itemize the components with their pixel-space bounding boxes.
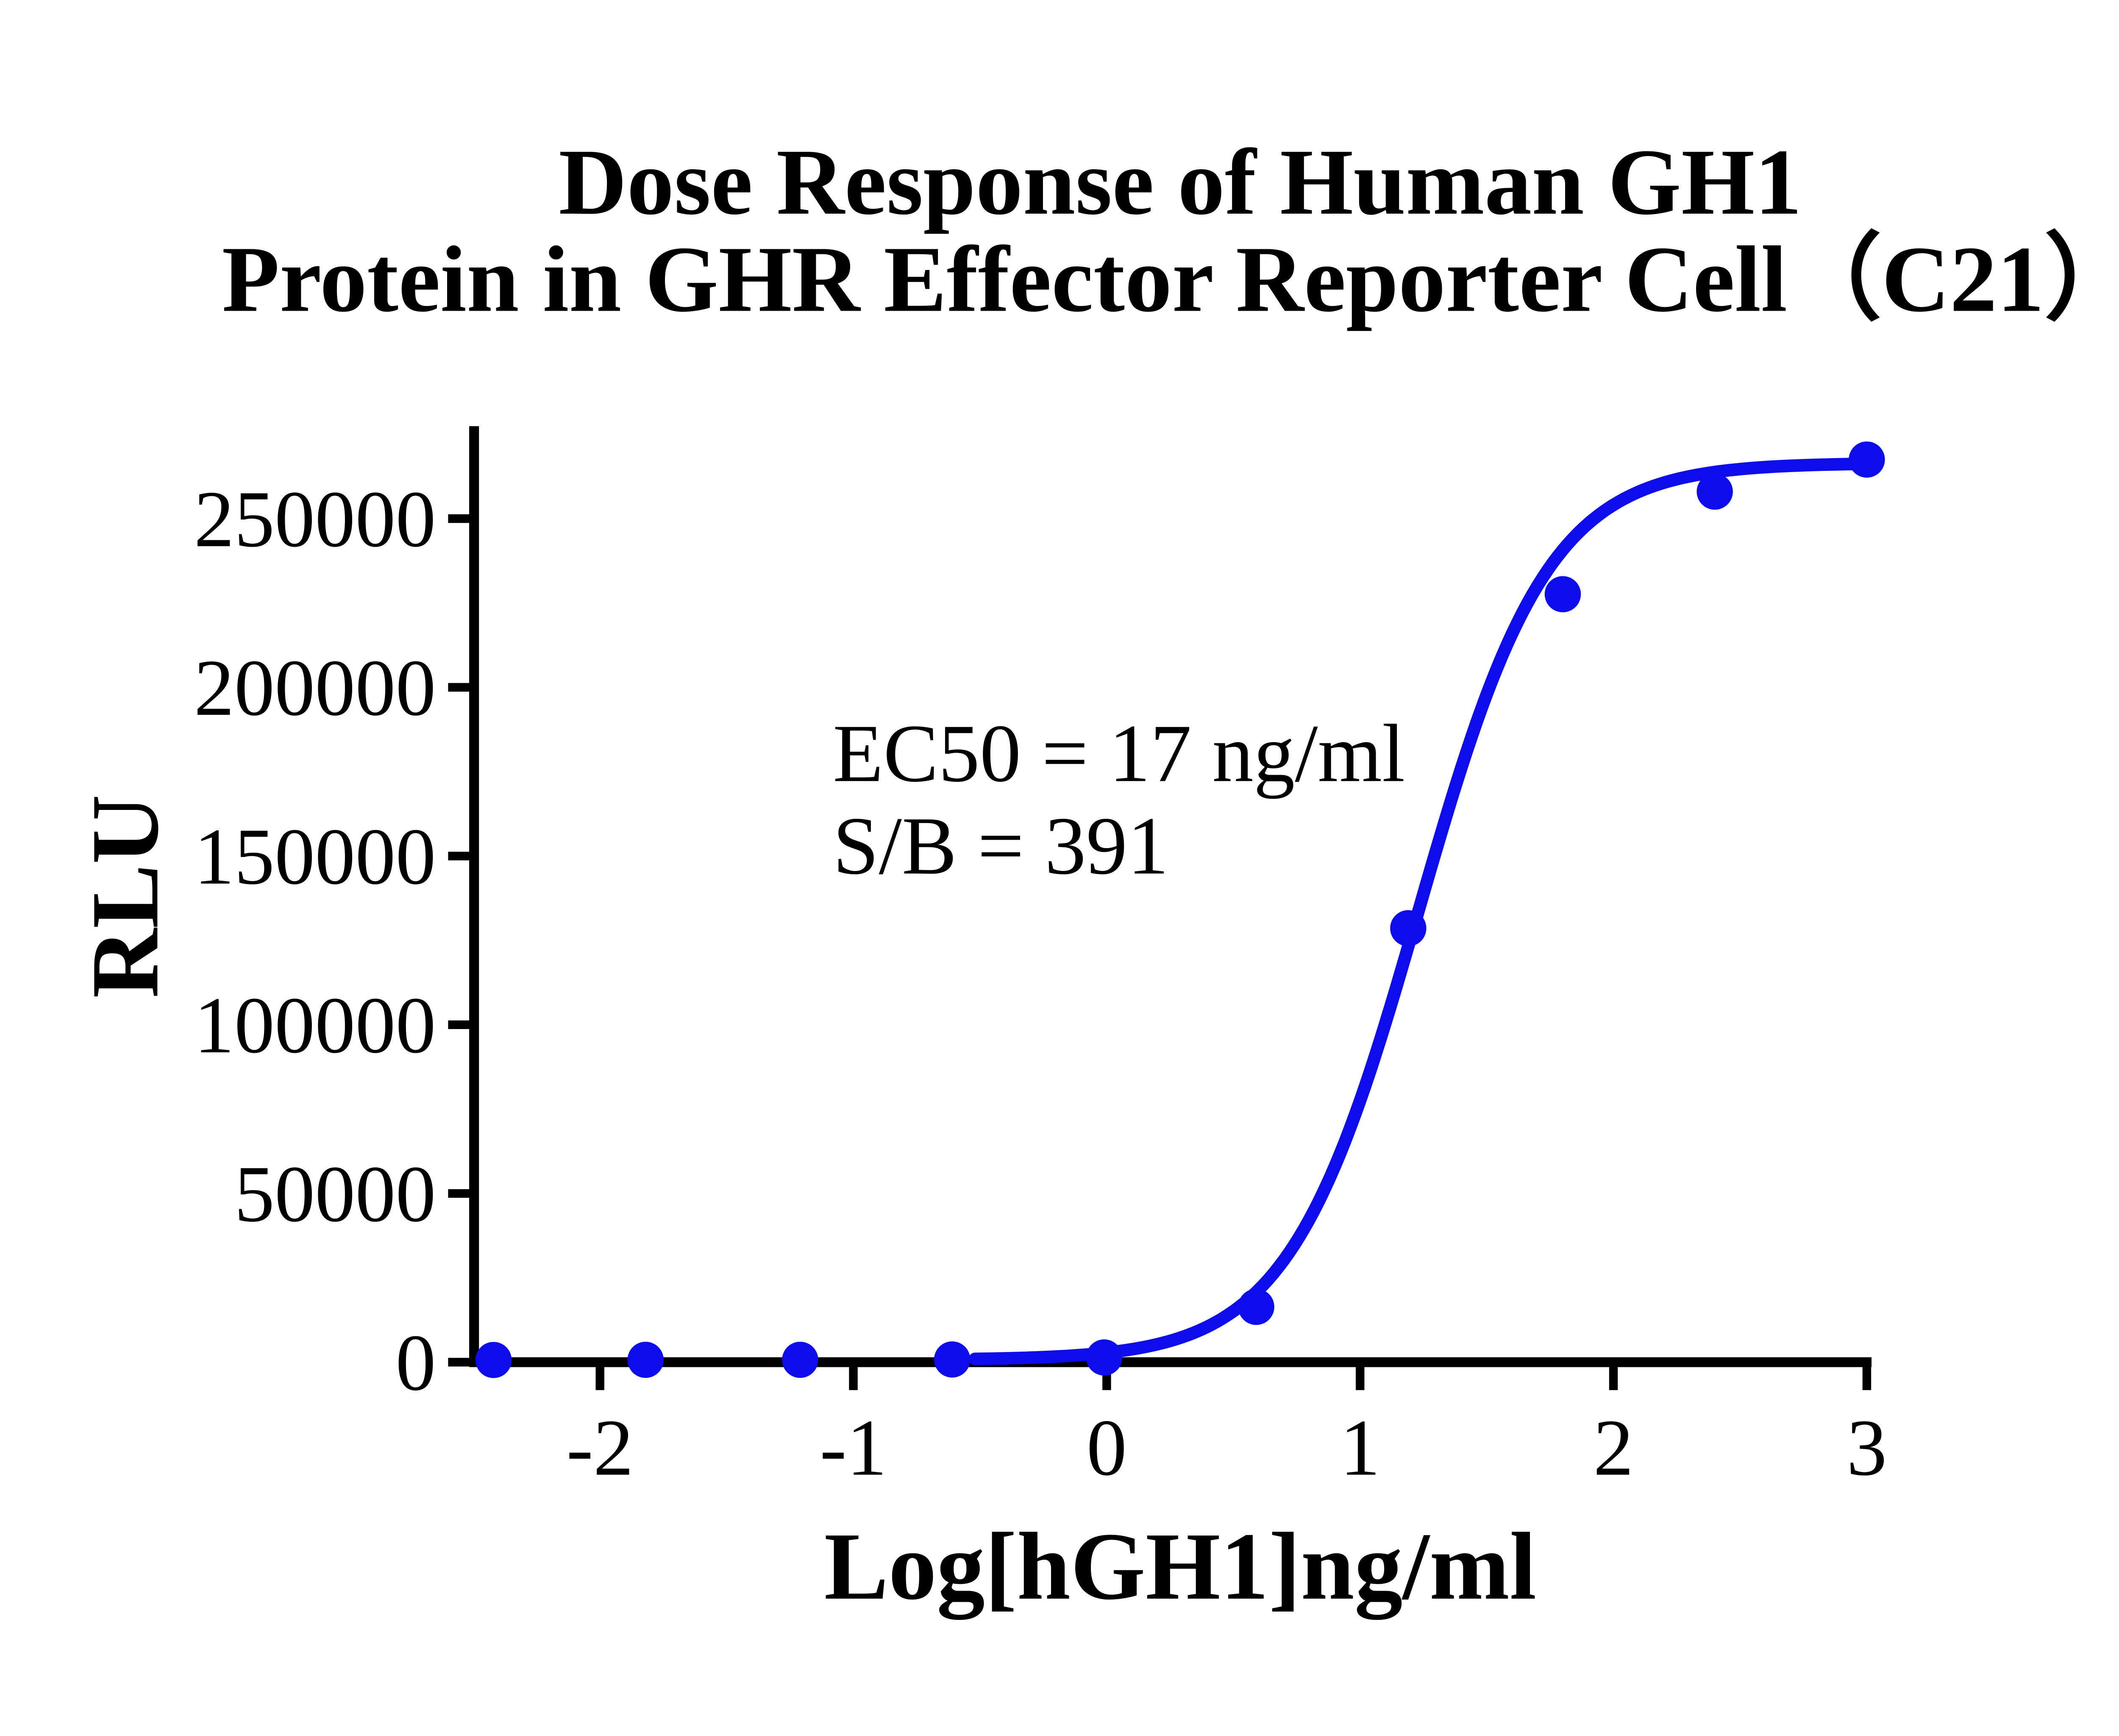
y-tick-label: 150000 <box>194 812 436 901</box>
data-points <box>475 441 1885 1378</box>
data-point <box>1390 910 1427 946</box>
y-tick-label: 50000 <box>234 1149 436 1239</box>
y-tick-label: 250000 <box>194 475 436 564</box>
data-point <box>1086 1339 1123 1376</box>
x-tick-label: 3 <box>1846 1403 1887 1492</box>
x-tick-label: -1 <box>820 1403 887 1492</box>
fit-curve <box>968 457 1883 1366</box>
data-point <box>1696 473 1733 510</box>
x-tick-label: 1 <box>1340 1403 1380 1492</box>
data-point <box>782 1341 818 1378</box>
x-tick-label: 2 <box>1593 1403 1634 1492</box>
y-tick-label: 0 <box>395 1318 436 1408</box>
y-tick-label: 200000 <box>194 643 436 733</box>
x-tick-label: 0 <box>1087 1403 1127 1492</box>
y-axis-title: RLU <box>72 795 178 998</box>
x-tick-label: -2 <box>566 1403 634 1492</box>
axes: -2 -1 0 1 2 3 0 50000 100000 150000 200000 250000 <box>194 426 1887 1492</box>
chart-title-line2: Protein in GHR Effector Reporter Cell（C2… <box>222 227 2119 331</box>
data-point <box>1849 441 1885 478</box>
x-axis-title: Log[hGH1]ng/ml <box>824 1513 1537 1620</box>
data-point <box>1544 576 1581 612</box>
data-point <box>1238 1288 1274 1325</box>
chart-title-line1: Dose Response of Human GH1 <box>559 130 1802 234</box>
annotation-sb: S/B = 391 <box>833 800 1168 892</box>
data-point <box>934 1341 971 1378</box>
data-point <box>475 1342 512 1378</box>
y-tick-label: 100000 <box>194 981 436 1070</box>
annotation-ec50: EC50 = 17 ng/ml <box>833 708 1405 799</box>
data-point <box>627 1341 664 1378</box>
